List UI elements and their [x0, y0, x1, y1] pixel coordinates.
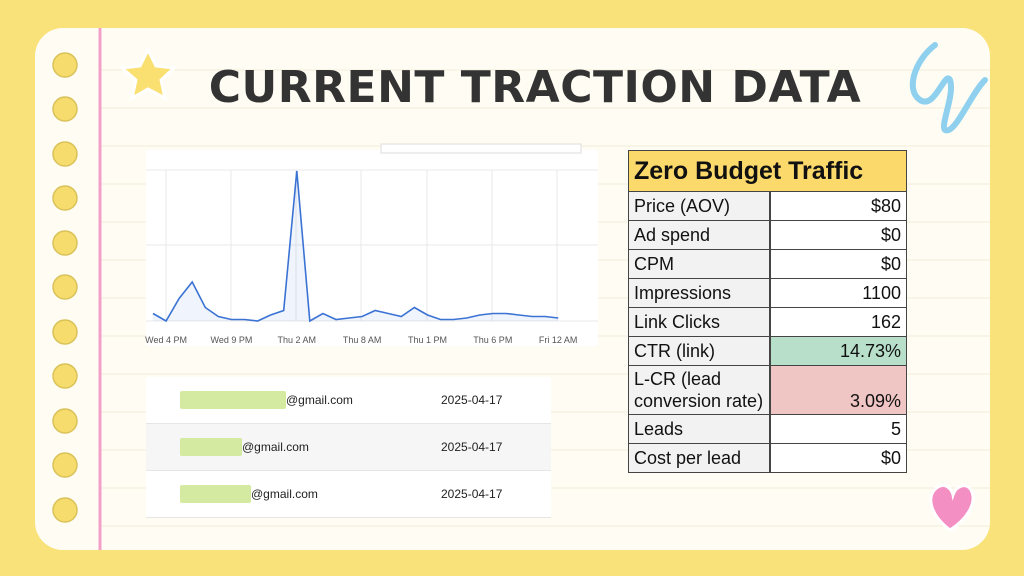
table-row: Ad spend $0 — [628, 220, 907, 250]
email-domain: @gmail.com — [286, 393, 353, 407]
signup-date: 2025-04-17 — [441, 487, 503, 501]
slide-title: CURRENT TRACTION DATA — [208, 62, 862, 113]
squiggle — [909, 42, 988, 134]
chart-panel — [146, 150, 598, 346]
x-tick-label: Wed 4 PM — [145, 335, 187, 345]
x-tick-label: Wed 9 PM — [210, 335, 252, 345]
x-tick-label: Thu 6 PM — [473, 335, 512, 345]
x-tick-label: Thu 2 AM — [278, 335, 317, 345]
data-line — [152, 170, 559, 323]
x-tick-label: Thu 1 PM — [408, 335, 447, 345]
metric-value: $0 — [769, 443, 907, 473]
x-tick-label: Thu 8 AM — [343, 335, 382, 345]
signup-date: 2025-04-17 — [441, 440, 503, 454]
metric-label: L-CR (lead conversion rate) — [628, 365, 771, 415]
table-row: CTR (link) 14.73% — [628, 336, 907, 366]
metric-label: Ad spend — [628, 220, 771, 250]
area-fill — [153, 171, 559, 321]
metric-value: $0 — [769, 220, 907, 250]
metric-label: Leads — [628, 414, 771, 444]
table-row: Cost per lead $0 — [628, 443, 907, 473]
metric-label: Impressions — [628, 278, 771, 308]
email-row: @gmail.com 2025-04-17 — [146, 471, 551, 518]
table-header: Zero Budget Traffic — [628, 150, 907, 192]
metric-label: CPM — [628, 249, 771, 279]
redacted-name — [180, 391, 286, 409]
email-domain: @gmail.com — [251, 487, 318, 501]
heart-sticker — [929, 483, 975, 532]
email-row: @gmail.com 2025-04-17 — [146, 377, 551, 424]
binder-holes — [52, 52, 78, 523]
email-list: @gmail.com 2025-04-17 @gmail.com 2025-04-17… — [146, 377, 551, 518]
x-tick-label: Fri 12 AM — [539, 335, 578, 345]
metric-value: 5 — [769, 414, 907, 444]
metric-value: 162 — [769, 307, 907, 337]
table-row: Link Clicks 162 — [628, 307, 907, 337]
table-row: L-CR (lead conversion rate) 3.09% — [628, 365, 907, 415]
table-row: Impressions 1100 — [628, 278, 907, 308]
metrics-table: Zero Budget Traffic Price (AOV) $80 Ad spe… — [628, 150, 907, 473]
metric-value: $80 — [769, 191, 907, 221]
redacted-name — [180, 438, 242, 456]
signup-date: 2025-04-17 — [441, 393, 503, 407]
chart-toolbar — [380, 143, 582, 154]
table-row: Price (AOV) $80 — [628, 191, 907, 221]
email-row: @gmail.com 2025-04-17 — [146, 424, 551, 471]
redacted-name — [180, 485, 251, 503]
metric-label: Price (AOV) — [628, 191, 771, 221]
metric-value: 1100 — [769, 278, 907, 308]
email-domain: @gmail.com — [242, 440, 309, 454]
metric-label: Cost per lead — [628, 443, 771, 473]
metric-value: 3.09% — [769, 365, 907, 415]
chart-grid — [146, 169, 598, 322]
table-row: CPM $0 — [628, 249, 907, 279]
metric-label: Link Clicks — [628, 307, 771, 337]
line-chart: Wed 4 PM Wed 9 PM Thu 2 AM Thu 8 AM Thu 1 PM… — [145, 170, 578, 345]
metric-value: $0 — [769, 249, 907, 279]
metric-label: CTR (link) — [628, 336, 771, 366]
table-row: Leads 5 — [628, 414, 907, 444]
metric-value: 14.73% — [769, 336, 907, 366]
star-sticker — [118, 46, 178, 101]
